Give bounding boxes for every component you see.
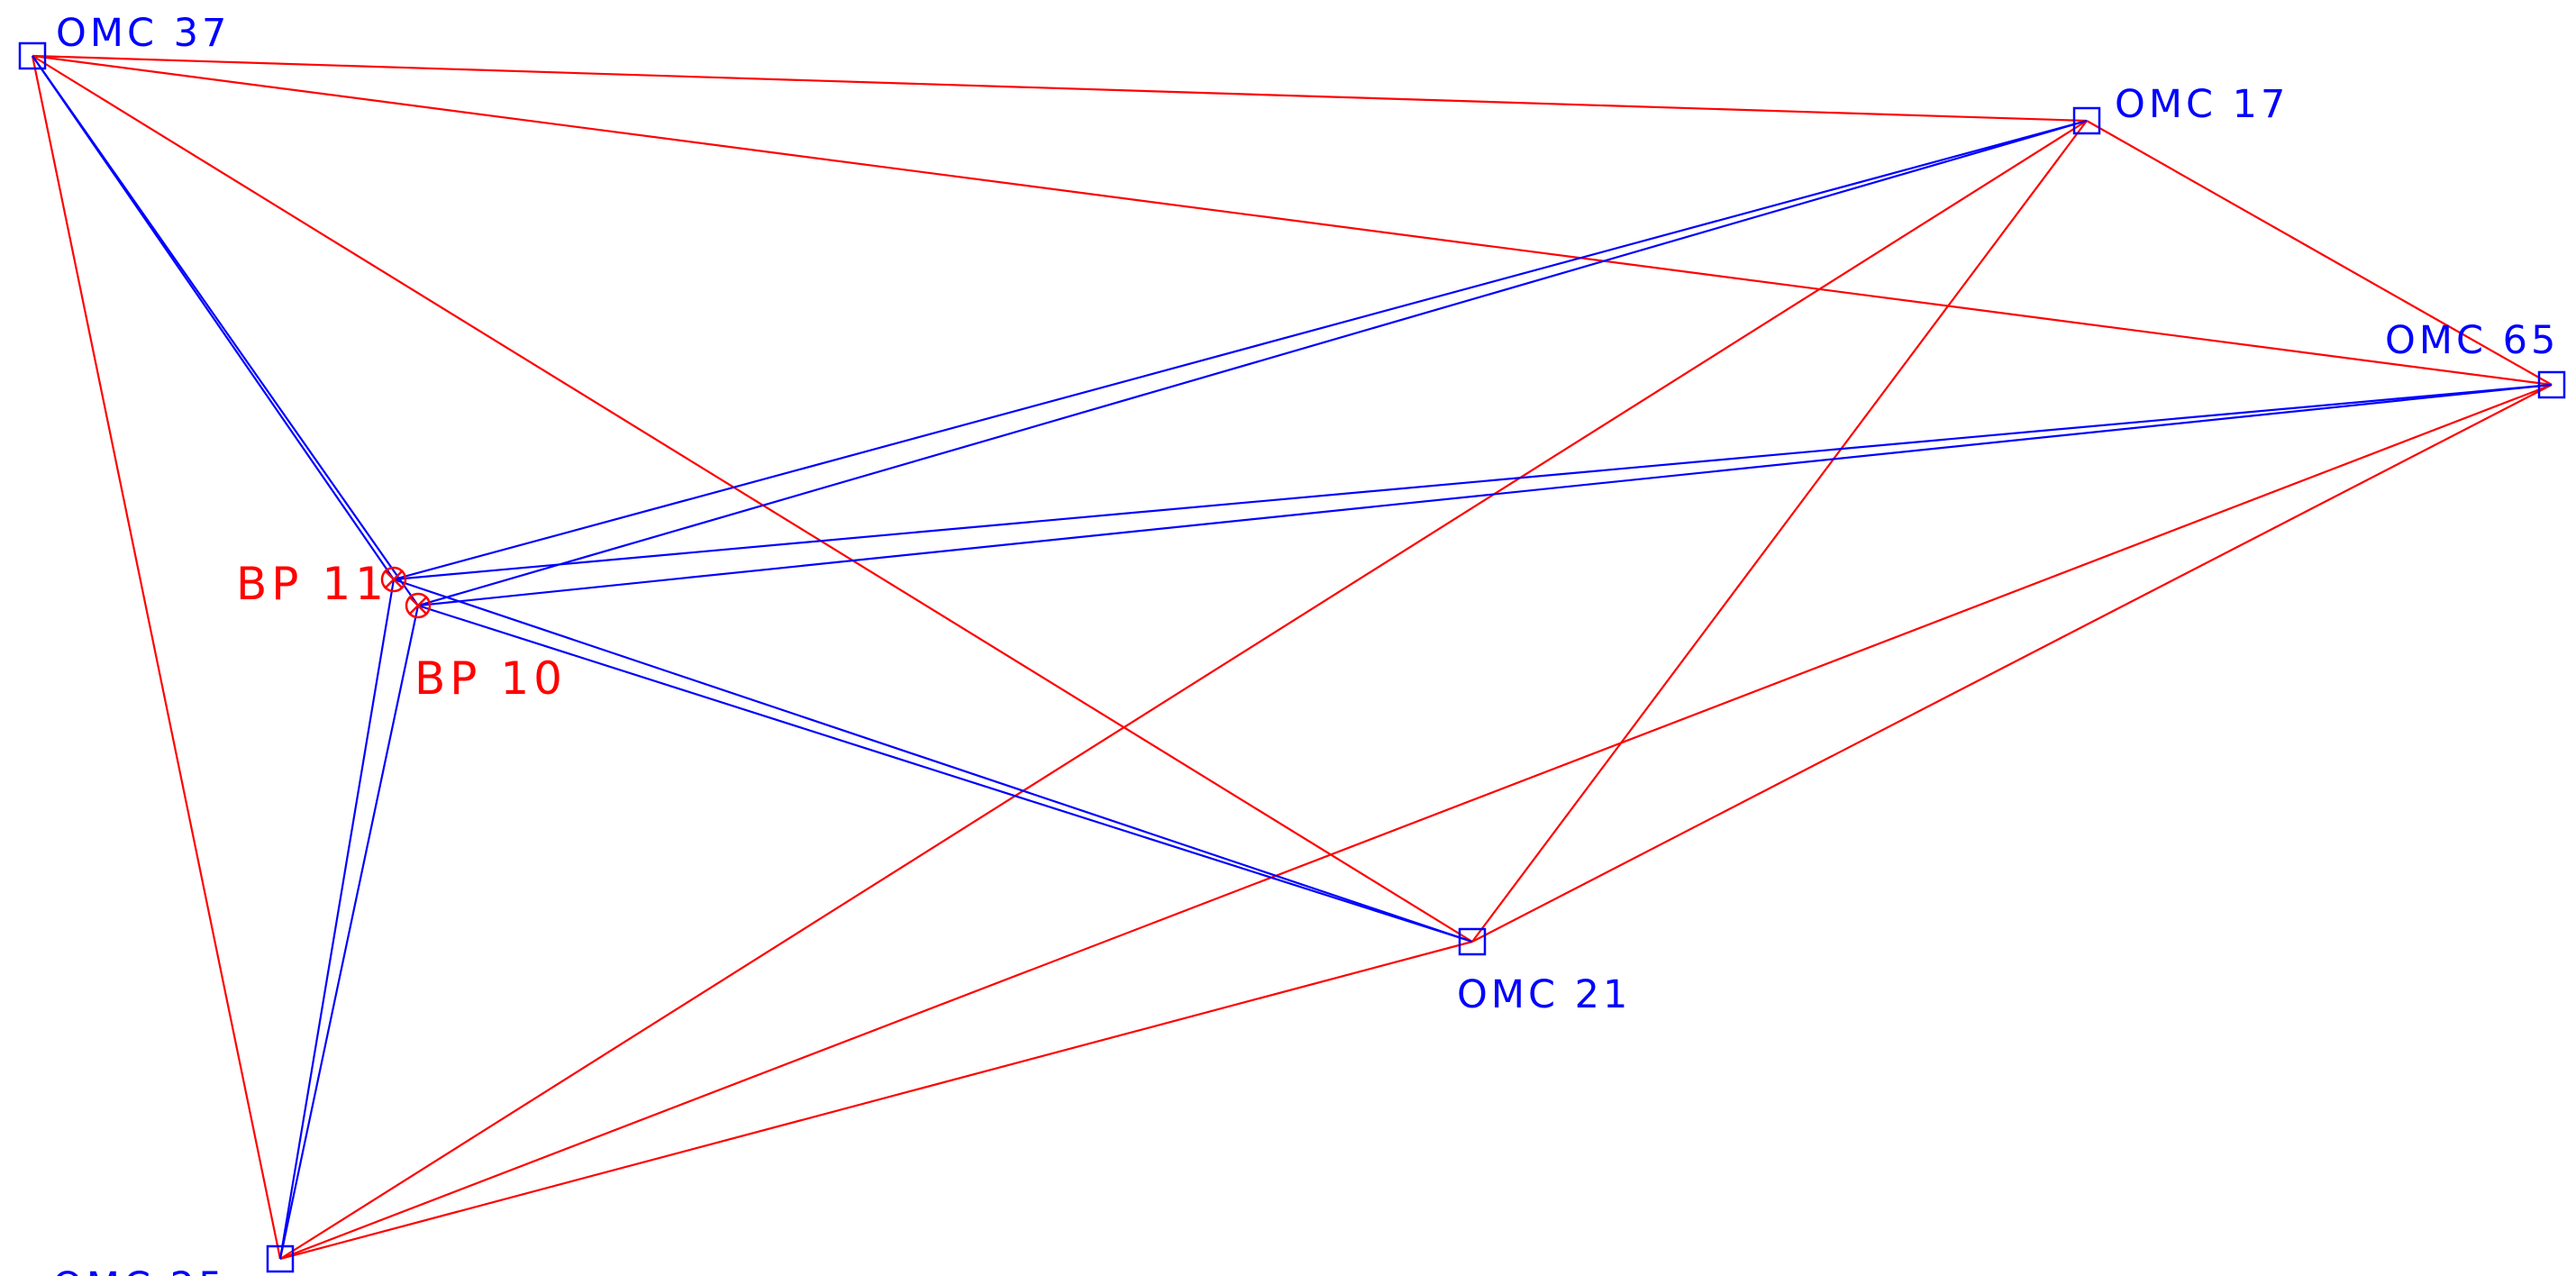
station-label-omc21: OMC 21 [1457, 972, 1631, 1017]
blue-line-bp11-omc21 [393, 578, 1473, 943]
benchmark-label-bp10: BP 10 [414, 652, 567, 705]
benchmark-bp11: BP 11 [236, 558, 407, 610]
station-label-omc25: OMC 25 [52, 1264, 226, 1276]
red-line-omc37-omc25 [31, 55, 282, 1260]
red-line-omc37-omc21 [32, 55, 1473, 943]
blue-line-bp11-omc17 [393, 119, 2088, 581]
square-marker-icon [1458, 927, 1487, 956]
blue-line-bp11-omc25 [278, 579, 396, 1260]
blue-line-bp10-omc25 [278, 605, 420, 1260]
circle-cross-marker-icon [405, 592, 432, 619]
station-label-omc65: OMC 65 [2385, 318, 2559, 363]
station-omc25: OMC 25 [52, 1244, 295, 1276]
red-line-omc17-omc25 [279, 120, 2088, 1260]
square-marker-icon [266, 1244, 295, 1273]
red-line-omc37-omc17 [32, 54, 2088, 123]
circle-cross-marker-icon [380, 566, 407, 593]
benchmark-label-bp11: BP 11 [236, 558, 388, 610]
station-omc65: OMC 65 [2385, 318, 2566, 399]
red-line-omc65-omc21 [1471, 384, 2553, 943]
blue-line-bp10-omc17 [417, 119, 2088, 607]
station-omc37: OMC 37 [18, 11, 230, 70]
station-omc21: OMC 21 [1457, 927, 1631, 1017]
red-line-omc21-omc25 [279, 940, 1473, 1261]
red-line-omc65-omc25 [279, 383, 2553, 1261]
blue-line-bp10-omc65 [417, 383, 2553, 607]
square-marker-icon [2072, 106, 2101, 135]
red-line-omc37-omc65 [32, 54, 2553, 387]
benchmark-bp10: BP 10 [405, 592, 567, 705]
red-line-omc17-omc65 [2086, 120, 2553, 386]
red-observation-lines [31, 54, 2553, 1261]
red-line-omc17-omc21 [1471, 120, 2088, 943]
blue-line-bp10-omc21 [417, 604, 1473, 943]
blue-observation-lines [32, 55, 2553, 1260]
square-marker-icon [2537, 370, 2566, 399]
square-marker-icon [18, 41, 47, 70]
blue-line-bp10-omc37 [32, 55, 419, 606]
station-label-omc17: OMC 17 [2115, 82, 2289, 127]
station-label-omc37: OMC 37 [56, 11, 230, 56]
blue-line-bp11-omc65 [393, 383, 2553, 581]
station-omc17: OMC 17 [2072, 82, 2289, 135]
